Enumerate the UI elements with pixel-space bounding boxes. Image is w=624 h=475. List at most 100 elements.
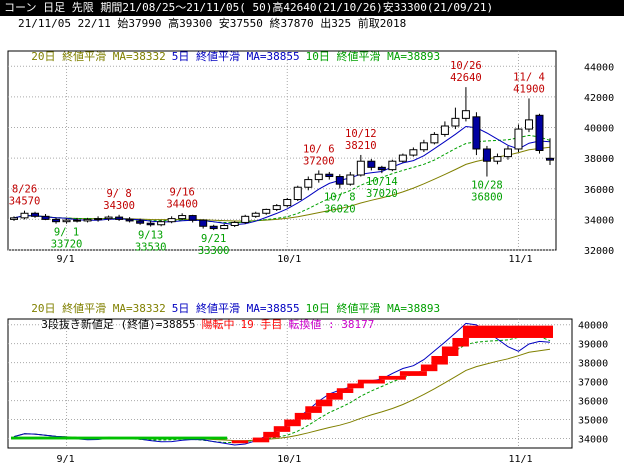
y-tick-label: 38000 <box>584 154 614 165</box>
candle-body <box>20 212 29 219</box>
candle-body <box>304 179 313 188</box>
candle-body <box>31 212 40 217</box>
candle-body <box>146 222 155 226</box>
y-tick-label: 44000 <box>584 62 614 73</box>
candle-body <box>220 225 229 230</box>
shinne-brick <box>441 346 459 356</box>
candle-body <box>482 148 491 162</box>
ma5-line <box>13 125 551 226</box>
candle-body <box>188 215 197 221</box>
shinne-brick <box>305 406 322 413</box>
low-annotation-value: 36020 <box>324 203 356 215</box>
reversal-value: 転換値 : 38177 <box>288 318 375 331</box>
shinne-panel: 34000 35000 36000 37000 38000 39000 40000 9/1 10… <box>7 318 608 465</box>
high-annotation-date: 9/16 <box>170 186 195 198</box>
candlestick-panel: 32000 34000 36000 38000 40000 42000 44000 9/1 10… <box>7 50 614 265</box>
shinne-brick <box>378 375 406 380</box>
x-tick-label: 11/1 <box>508 254 532 265</box>
y-tick-label: 32000 <box>584 246 614 257</box>
y-tick-label: 42000 <box>584 93 614 104</box>
candle-body <box>241 215 250 223</box>
candle-body <box>52 218 61 223</box>
candle-body <box>115 216 124 220</box>
high-annotation-date: 9/ 8 <box>106 188 131 200</box>
y-tick-label: 36000 <box>584 185 614 196</box>
candle-body <box>346 174 355 185</box>
high-annotation-value: 42640 <box>450 72 482 84</box>
candle-body <box>325 173 334 178</box>
candle-body <box>377 166 386 171</box>
low-annotation-date: 10/14 <box>366 176 398 188</box>
shinne-brick <box>326 392 343 400</box>
candle-body <box>262 208 271 214</box>
candle-body <box>356 160 365 176</box>
candle-body <box>209 225 218 230</box>
shinne-brick <box>273 426 291 432</box>
candle-body <box>178 215 187 220</box>
legend-ma20: 20日 終値平滑 MA=38332 <box>31 50 166 63</box>
candle-body <box>546 157 554 161</box>
y-tick-label: 40000 <box>584 124 614 135</box>
candle-body <box>83 218 92 222</box>
ohlc-summary: 21/11/05 22/11 始37990 高39300 安37550 終378… <box>18 17 407 30</box>
ma20-line <box>13 146 551 222</box>
candle-body <box>388 160 397 171</box>
shinne-brick <box>263 431 280 438</box>
legend-ma10-bottom: 10日 終値平滑 MA=38893 <box>305 302 441 315</box>
high-annotation-value: 38210 <box>345 140 377 152</box>
low-annotation-date: 9/21 <box>201 233 226 245</box>
shinne-brick <box>462 325 553 338</box>
high-annotation-value: 34300 <box>103 200 135 212</box>
candle-body <box>430 133 439 144</box>
y-tick-label: 39000 <box>578 340 608 351</box>
candle-body <box>157 221 166 226</box>
x-tick-label: 9/1 <box>57 254 75 265</box>
top-legend: 20日 終値平滑 MA=38332 5日 終値平滑 MA=38855 10日 終値平… <box>18 35 446 64</box>
trend-state: 陽転中 <box>201 318 235 331</box>
y-tick-label: 35000 <box>578 416 608 427</box>
x-tick-label: 10/1 <box>277 254 301 265</box>
low-annotation-value: 33720 <box>51 239 83 251</box>
shinne-brick <box>420 364 438 372</box>
y-tick-label: 36000 <box>578 397 608 408</box>
candle-body <box>440 125 449 135</box>
legend-ma10: 10日 終値平滑 MA=38893 <box>305 50 441 63</box>
candle-body <box>230 221 239 227</box>
candle-body <box>472 116 481 150</box>
low-annotation-value: 37020 <box>366 188 398 200</box>
high-annotation-value: 37200 <box>303 155 335 167</box>
candle-body <box>167 218 176 223</box>
candle-body <box>367 160 376 168</box>
high-annotation-date: 10/ 6 <box>303 143 335 155</box>
candle-body <box>398 154 407 162</box>
candle-body <box>293 186 302 200</box>
candle-body <box>136 220 145 224</box>
high-annotation-date: 10/12 <box>345 128 377 140</box>
high-annotation-value: 34570 <box>9 196 41 208</box>
shinne-brick <box>357 379 385 384</box>
shinne-brick <box>315 399 333 407</box>
high-annotation-date: 8/26 <box>12 184 37 196</box>
candle-body <box>419 142 428 151</box>
candle-body <box>62 219 71 223</box>
y-tick-label: 34000 <box>578 435 608 446</box>
shinne-brick <box>347 383 364 389</box>
shinne-brick <box>336 388 354 393</box>
y-tick-label: 37000 <box>578 378 608 389</box>
candle-body <box>199 219 208 227</box>
candle-body <box>41 215 50 220</box>
candle-body <box>535 114 544 151</box>
count-label: 19 手目 <box>240 318 283 331</box>
candle-body <box>514 128 523 150</box>
candle-body <box>503 148 512 158</box>
shinne-brick <box>284 419 301 427</box>
low-annotation-value: 36800 <box>471 192 503 204</box>
low-annotation-value: 33530 <box>135 242 167 254</box>
bottom-legend: 20日 終値平滑 MA=38332 5日 終値平滑 MA=38855 10日 終値平… <box>18 287 446 316</box>
candle-body <box>493 156 502 162</box>
shinne-brick <box>252 437 270 443</box>
shinne-brick <box>294 412 312 420</box>
candle-body <box>104 216 113 220</box>
y-tick-label: 38000 <box>578 359 608 370</box>
